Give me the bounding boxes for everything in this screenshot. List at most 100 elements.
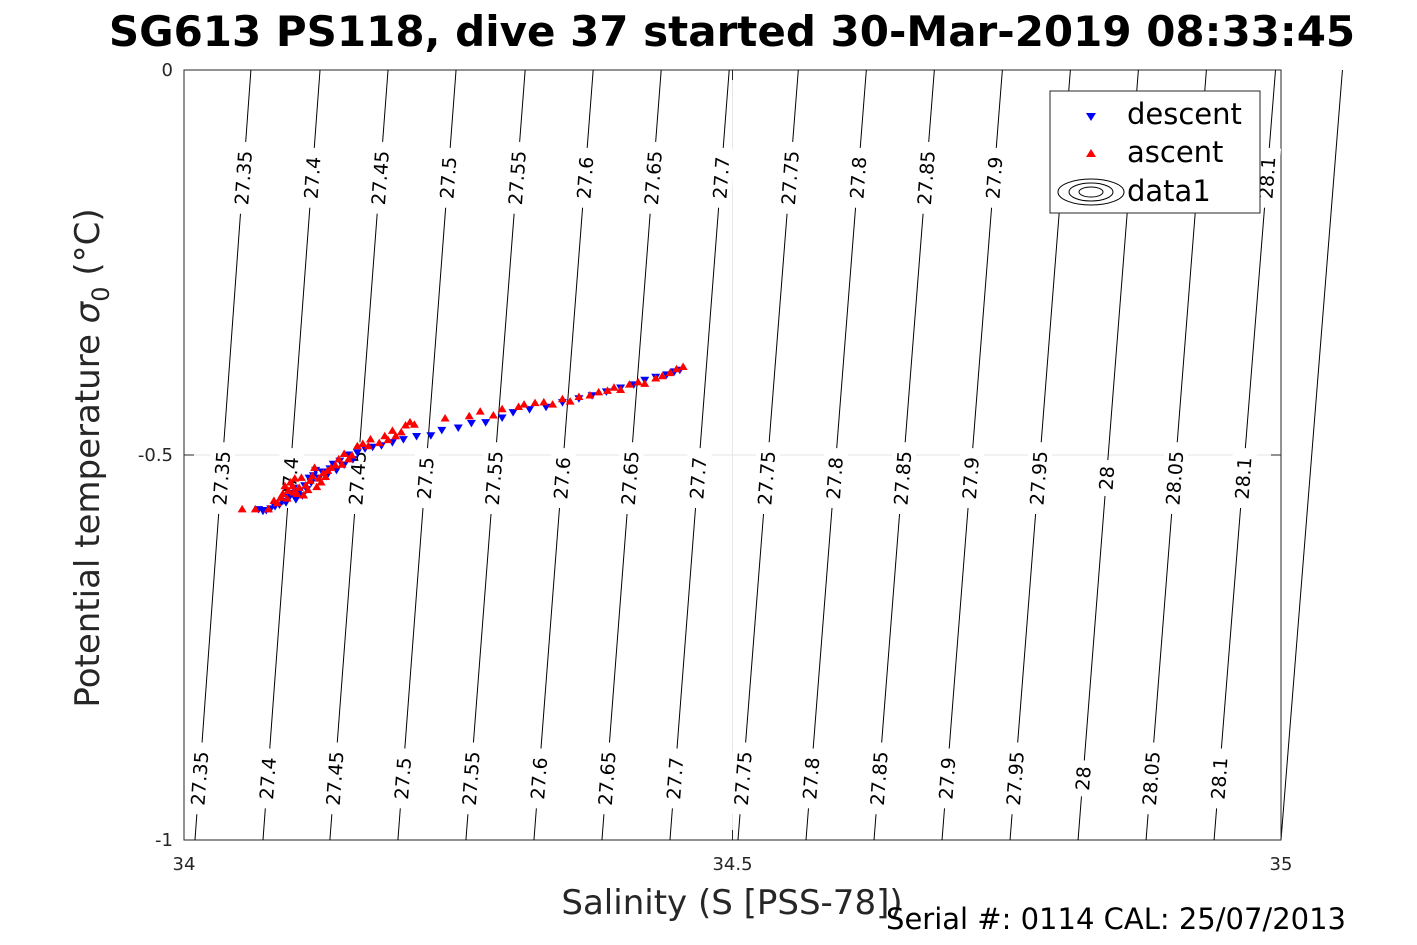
y-axis-label-sub: 0 [87, 286, 115, 301]
ascent-point-70 [651, 374, 661, 382]
contour-label-bg [570, 147, 600, 209]
contour-label-bg [1000, 741, 1030, 816]
ascent-point-71 [657, 371, 667, 380]
contour-label-bg [228, 141, 258, 215]
ascent-point-33 [339, 449, 349, 457]
contour-label-bg [524, 747, 553, 810]
contour-label-bg [932, 747, 962, 810]
contour-label-bg [728, 741, 758, 816]
ascent-point-67 [624, 380, 634, 388]
contour-label-text: 27.35 [187, 751, 213, 807]
contour-label-bottom_row-28.05: 28.05 [1136, 741, 1166, 816]
descent-point-40 [466, 419, 476, 428]
contour-label-top_row-27.8: 27.8 [843, 147, 873, 209]
ascent-point-53 [497, 404, 507, 413]
legend-ascent-label: ascent [1127, 135, 1223, 169]
contour-label-top_row-27.6: 27.6 [570, 147, 600, 209]
legend: descent ascent data1 [1049, 90, 1261, 214]
ascent-point-31 [334, 454, 344, 463]
contour-label-bg [796, 747, 825, 810]
contour-label-text: 27.6 [573, 156, 598, 200]
ascent-point-44 [391, 431, 401, 440]
contour-label-text: 28.1 [1231, 456, 1256, 500]
descent-point-44 [525, 406, 535, 414]
contour-label-bg [297, 147, 327, 209]
ascent-point-34 [344, 454, 354, 463]
contour-label-bg [433, 147, 463, 209]
contour-label-bottom_row-27.6: 27.6 [524, 747, 553, 810]
ascent-point-11 [288, 481, 298, 490]
x-tick-label-0: 34 [173, 854, 196, 875]
ascent-point-47 [405, 417, 415, 426]
ascent-point-62 [585, 390, 595, 399]
descent-point-37 [426, 432, 436, 440]
contour-label-bg [660, 747, 689, 810]
contour-label-bg [979, 147, 1009, 209]
y-axis-label-unit: (°C) [68, 208, 108, 286]
ascent-point-66 [616, 385, 626, 394]
contour-label-middle_row-27.55: 27.55 [479, 441, 509, 515]
contour-label-bg [502, 141, 532, 215]
contour-label-text: 27.7 [709, 156, 734, 200]
ascent-point-39 [365, 434, 375, 443]
contour-label-text: 27.9 [982, 156, 1007, 200]
contour-label-bottom_row-27.5: 27.5 [388, 747, 417, 810]
legend-data1-label: data1 [1127, 174, 1211, 208]
contour-label-bottom_row-27.85: 27.85 [864, 741, 894, 816]
ascent-point-25 [316, 477, 326, 486]
contour-label-bg [479, 441, 509, 515]
contour-label-bottom_row-27.45: 27.45 [320, 741, 350, 816]
data-series [237, 362, 688, 516]
contour-label-bg [775, 141, 805, 215]
contour-label-top_row-27.7: 27.7 [706, 147, 736, 209]
contour-label-text: 27.6 [550, 456, 575, 500]
ascent-point-30 [330, 461, 340, 469]
descent-point-35 [398, 436, 408, 444]
contour-label-bottom_row-27.75: 27.75 [728, 741, 758, 816]
ascent-point-40 [374, 438, 384, 447]
ascent-point-2 [263, 504, 273, 513]
y-tick-label-2: -1 [155, 830, 173, 851]
ascent-point-65 [609, 383, 619, 391]
contour-label-top_row-27.35: 27.35 [228, 141, 258, 215]
contour-label-bg [388, 747, 417, 810]
ascent-point-27 [321, 472, 331, 481]
ascent-point-69 [640, 379, 650, 387]
contour-label-top_row-27.65: 27.65 [638, 141, 668, 215]
descent-point-42 [497, 414, 507, 423]
contour-label-text: 27.55 [505, 150, 531, 206]
contour-label-text: 27.7 [663, 757, 688, 801]
contour-label-bg [253, 747, 282, 810]
ascent-point-74 [678, 362, 688, 370]
axis-ticks: 34 34.5 35 0 -0.5 -1 [138, 60, 1293, 875]
contour-label-bottom_row-27.7: 27.7 [660, 747, 689, 810]
contour-label-bg [1204, 747, 1234, 810]
legend-box [1049, 90, 1261, 214]
contour-label-bg [365, 141, 395, 215]
contour-label-text: 27.8 [846, 156, 871, 200]
contour-label-middle_row-27.8: 27.8 [820, 447, 849, 509]
contour-label-text: 27.4 [256, 757, 281, 801]
contour-label-text: 27.9 [935, 757, 960, 801]
contour-label-text: 27.4 [300, 156, 325, 200]
descent-point-41 [481, 419, 491, 427]
descent-point-38 [437, 426, 447, 435]
contour-label-middle_row-28: 28 [1093, 459, 1120, 497]
ascent-point-52 [488, 410, 498, 419]
contour-label-text: 28.1 [1207, 757, 1232, 801]
descent-point-36 [412, 433, 422, 441]
ascent-point-56 [530, 398, 540, 407]
contour-label-text: 27.35 [209, 450, 235, 506]
y-tick-label-1: -0.5 [138, 445, 173, 466]
contour-label-text: 27.55 [459, 751, 485, 807]
contour-label-text: 27.8 [823, 456, 848, 500]
ascent-point-68 [633, 377, 643, 386]
contour-label-text: 27.85 [867, 751, 893, 807]
contour-label-text: 27.45 [323, 751, 349, 807]
contour-label-text: 27.65 [641, 150, 667, 206]
descent-point-45 [541, 403, 551, 412]
contour-label-text: 27.65 [595, 751, 621, 807]
contour-label-bg [411, 447, 440, 509]
contour-label-bottom_row-27.55: 27.55 [456, 741, 486, 816]
contour-label-text: 27.65 [618, 450, 644, 506]
